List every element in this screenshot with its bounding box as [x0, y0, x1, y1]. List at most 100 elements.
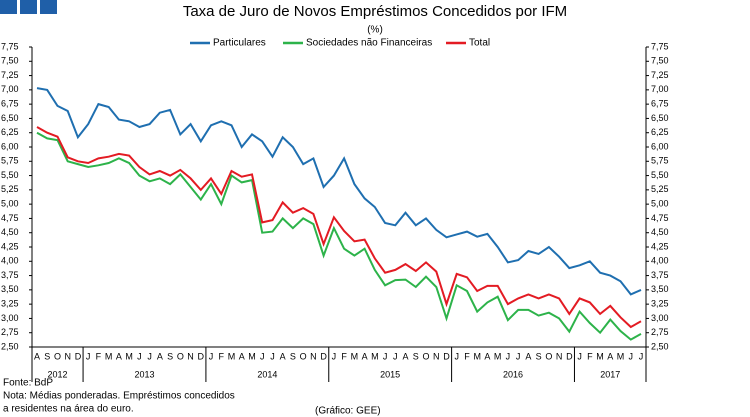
y-tick-label: 7,50 [1, 56, 19, 66]
y-tick-label: 2,75 [1, 327, 19, 337]
y2-tick-label: 6,00 [651, 141, 669, 151]
y2-tick-label: 5,75 [651, 156, 669, 166]
y2-tick-label: 7,25 [651, 70, 669, 80]
x-tick-label: N [64, 351, 71, 361]
x-tick-label: A [403, 351, 409, 361]
line-series [36, 87, 642, 296]
x-tick-label: D [320, 351, 327, 361]
y-tick-label: 3,50 [1, 284, 19, 294]
y-tick-label: 7,25 [1, 70, 19, 80]
x-tick-label: J [454, 351, 459, 361]
year-label: 2016 [503, 369, 523, 379]
year-label: 2015 [380, 369, 400, 379]
y2-tick-label: 3,25 [651, 299, 669, 309]
x-tick-label: A [34, 351, 40, 361]
year-label: 2013 [134, 369, 154, 379]
x-tick-label: N [556, 351, 563, 361]
y-tick-label: 3,25 [1, 299, 19, 309]
x-tick-label: J [506, 351, 511, 361]
x-tick-label: D [566, 351, 573, 361]
x-tick-label: A [607, 351, 613, 361]
y2-tick-label: 4,75 [651, 213, 669, 223]
y2-tick-label: 4,00 [651, 256, 669, 266]
y2-tick-label: 3,75 [651, 270, 669, 280]
x-tick-label: F [96, 351, 102, 361]
y-tick-label: 6,75 [1, 99, 19, 109]
x-tick-label: A [484, 351, 490, 361]
y-tick-label: 5,00 [1, 199, 19, 209]
y2-tick-label: 4,50 [651, 227, 669, 237]
y-tick-label: 4,00 [1, 256, 19, 266]
x-tick-label: J [577, 351, 582, 361]
chart-subtitle: (%) [367, 25, 383, 36]
y2-tick-label: 6,25 [651, 127, 669, 137]
x-tick-label: J [639, 351, 644, 361]
note: Nota: Médias ponderadas. Empréstimos con… [3, 391, 235, 402]
x-tick-label: S [167, 351, 173, 361]
y-tick-label: 4,25 [1, 241, 19, 251]
logo-block [40, 0, 57, 14]
y-tick-label: 3,00 [1, 313, 19, 323]
x-tick-label: N [310, 351, 317, 361]
y2-tick-label: 6,50 [651, 113, 669, 123]
logo-block [20, 0, 37, 14]
legend-label: Sociedades não Financeiras [306, 38, 432, 49]
x-tick-label: S [536, 351, 542, 361]
year-label: 2014 [257, 369, 277, 379]
x-tick-label: M [494, 351, 502, 361]
x-tick-label: M [596, 351, 604, 361]
x-tick-label: M [371, 351, 379, 361]
y-tick-label: 4,50 [1, 227, 19, 237]
legend-label: Total [469, 38, 490, 49]
y-tick-label: 7,00 [1, 84, 19, 94]
y-tick-label: 5,75 [1, 156, 19, 166]
x-tick-label: S [290, 351, 296, 361]
y2-tick-label: 2,50 [651, 341, 669, 351]
x-tick-label: O [545, 351, 552, 361]
x-tick-label: J [332, 351, 337, 361]
chart-title: Taxa de Juro de Novos Empréstimos Conced… [183, 3, 567, 20]
x-tick-label: A [157, 351, 163, 361]
y2-tick-label: 7,00 [651, 84, 669, 94]
line-series [36, 126, 642, 329]
source: Fonte: BdP [3, 378, 53, 389]
legend-label: Particulares [213, 38, 266, 49]
year-label: 2017 [600, 369, 620, 379]
logo-block [0, 0, 17, 14]
x-tick-label: O [54, 351, 61, 361]
y2-tick-label: 7,75 [651, 41, 669, 51]
x-tick-label: A [280, 351, 286, 361]
note: a residentes na área do euro. [3, 404, 134, 415]
y2-tick-label: 3,00 [651, 313, 669, 323]
x-tick-label: J [629, 351, 634, 361]
x-tick-label: F [341, 351, 347, 361]
y-tick-label: 7,75 [1, 41, 19, 51]
x-tick-label: M [228, 351, 236, 361]
y-tick-label: 5,25 [1, 184, 19, 194]
y-tick-label: 4,75 [1, 213, 19, 223]
y2-tick-label: 7,50 [651, 56, 669, 66]
y-tick-label: 6,00 [1, 141, 19, 151]
x-tick-label: S [413, 351, 419, 361]
x-tick-label: F [219, 351, 225, 361]
x-tick-label: J [86, 351, 91, 361]
x-tick-label: F [464, 351, 470, 361]
year-label: 2012 [48, 369, 68, 379]
x-tick-label: N [433, 351, 440, 361]
x-tick-label: J [270, 351, 275, 361]
y-tick-label: 6,25 [1, 127, 19, 137]
x-tick-label: M [105, 351, 113, 361]
x-tick-label: N [187, 351, 194, 361]
x-tick-label: M [248, 351, 256, 361]
x-tick-label: M [473, 351, 481, 361]
x-tick-label: J [393, 351, 398, 361]
x-tick-label: O [423, 351, 430, 361]
y2-tick-label: 5,00 [651, 199, 669, 209]
credit: (Gráfico: GEE) [315, 406, 381, 417]
y2-tick-label: 3,50 [651, 284, 669, 294]
y2-tick-label: 5,25 [651, 184, 669, 194]
y2-tick-label: 2,75 [651, 327, 669, 337]
y2-tick-label: 4,25 [651, 241, 669, 251]
x-tick-label: J [137, 351, 142, 361]
